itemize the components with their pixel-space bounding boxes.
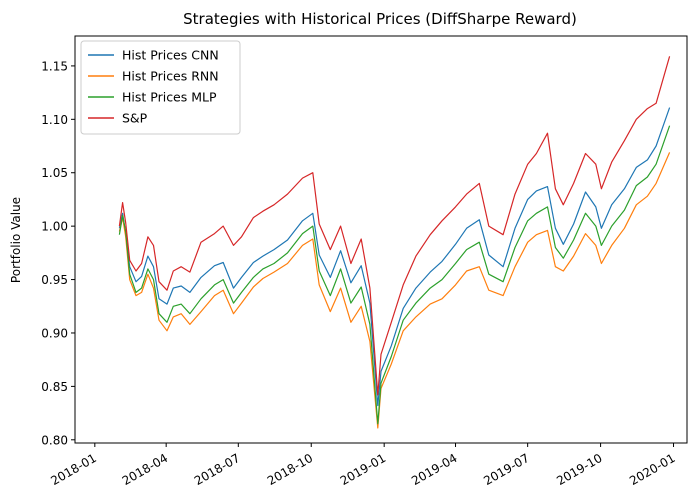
legend-box [80,40,241,135]
x-tick-label: 2020-01 [627,451,677,488]
series-line-hist-prices-rnn [118,152,671,429]
legend-label: S&P [122,111,148,126]
plot-frame [74,35,688,444]
x-tick-label: 2018-01 [48,451,98,488]
chart-title: Strategies with Historical Prices (DiffS… [183,10,577,28]
series-line-hist-prices-mlp [118,125,671,425]
y-tick-label: 1.05 [41,166,68,180]
y-tick-label: 0.80 [41,433,68,447]
y-tick-label: 1.00 [41,220,68,234]
series-line-s-p [118,56,671,396]
y-tick-label: 0.85 [41,380,68,394]
y-tick-label: 1.10 [41,113,68,127]
y-tick-label: 1.15 [41,59,68,73]
x-tick-label: 2019-07 [481,451,531,488]
series-line-hist-prices-cnn [118,107,671,407]
legend-label: Hist Prices RNN [122,69,219,84]
y-axis-label: Portfolio Value [9,197,23,283]
legend: Hist Prices CNN Hist Prices RNN Hist Price… [80,40,241,135]
x-tick-label: 2019-04 [409,451,459,488]
x-tick-label: 2019-10 [554,451,604,488]
x-tick-label: 2018-04 [120,451,170,488]
x-tick-label: 2019-01 [338,451,388,488]
legend-label: Hist Prices CNN [122,48,219,63]
y-tick-label: 0.90 [41,326,68,340]
x-tick-label: 2018-07 [192,451,242,488]
y-tick-label: 0.95 [41,273,68,287]
series-layer [118,56,671,429]
x-tick-label: 2018-10 [265,451,315,488]
legend-label: Hist Prices MLP [122,90,217,105]
